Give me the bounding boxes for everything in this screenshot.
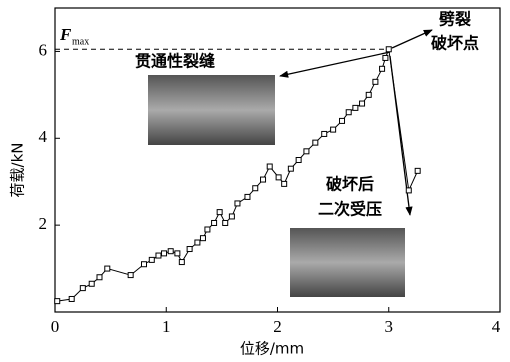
point — [205, 227, 210, 232]
point — [331, 127, 336, 132]
y-tick-label: 4 — [39, 127, 48, 146]
point — [229, 214, 234, 219]
point — [168, 249, 173, 254]
point — [346, 110, 351, 115]
arrow — [280, 52, 390, 76]
point — [162, 251, 167, 256]
point — [245, 194, 250, 199]
point — [97, 275, 102, 280]
point — [373, 79, 378, 84]
point — [304, 149, 309, 154]
point — [187, 247, 192, 252]
point — [128, 273, 133, 278]
annotation: 劈裂 — [439, 10, 471, 29]
point — [353, 105, 358, 110]
annotation: 破坏点 — [431, 34, 479, 53]
point — [322, 131, 327, 136]
point — [195, 240, 200, 245]
plot-frame — [55, 8, 500, 312]
fmax-subscript: max — [72, 36, 89, 47]
point — [235, 201, 240, 206]
annotation: 贯通性裂缝 — [135, 52, 215, 71]
point — [366, 92, 371, 97]
photo-crack — [148, 75, 275, 145]
point — [276, 175, 281, 180]
point — [200, 236, 205, 241]
point — [105, 266, 110, 271]
y-tick-label: 6 — [39, 40, 48, 59]
point — [282, 181, 287, 186]
point — [149, 257, 154, 262]
point — [142, 262, 147, 267]
point — [383, 55, 388, 60]
point — [296, 158, 301, 163]
annotation: 破坏后 — [326, 175, 374, 194]
point — [223, 220, 228, 225]
page: 贯通性裂缝 劈裂 破坏点 破坏后 二次受压 F max 位移/mm 荷载/kN … — [0, 0, 510, 362]
point — [360, 101, 365, 106]
x-tick-label: 2 — [273, 317, 282, 336]
x-tick-label: 3 — [385, 317, 394, 336]
point — [380, 66, 385, 71]
y-tick-label: 2 — [39, 214, 48, 233]
point — [212, 220, 217, 225]
point — [89, 281, 94, 286]
point — [261, 177, 266, 182]
point — [80, 286, 85, 291]
point — [179, 260, 184, 265]
point — [69, 296, 74, 301]
point — [217, 210, 222, 215]
point — [55, 299, 60, 304]
point — [415, 168, 420, 173]
point — [175, 251, 180, 256]
x-tick-label: 4 — [492, 317, 501, 336]
point — [267, 164, 272, 169]
x-tick-label: 1 — [162, 317, 171, 336]
x-tick-label: 0 — [51, 317, 60, 336]
point — [288, 166, 293, 171]
annotation: 二次受压 — [318, 200, 382, 219]
photo-recompress — [290, 228, 405, 297]
chart: 贯通性裂缝 劈裂 破坏点 破坏后 二次受压 F max 位移/mm 荷载/kN … — [0, 0, 510, 362]
point — [406, 188, 411, 193]
point — [340, 118, 345, 123]
point — [253, 186, 258, 191]
point — [156, 253, 161, 258]
y-axis-label: 荷载/kN — [9, 143, 27, 198]
fmax-symbol: F — [59, 25, 72, 44]
point — [313, 140, 318, 145]
arrow — [392, 30, 432, 48]
x-axis-label: 位移/mm — [240, 340, 304, 358]
point — [386, 47, 391, 52]
